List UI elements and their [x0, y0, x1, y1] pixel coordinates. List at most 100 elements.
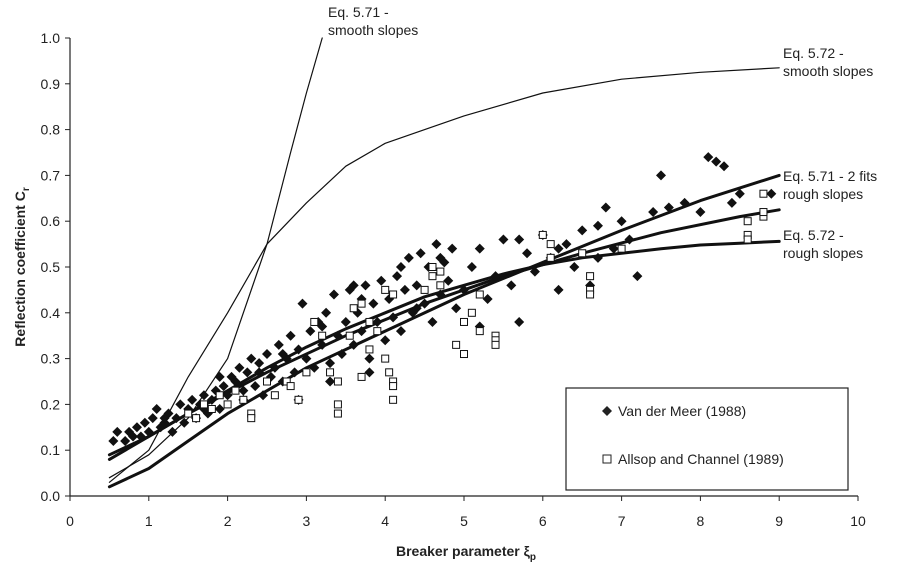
- point-van-der-meer: [230, 376, 241, 387]
- annotation-eq571-rough-line1: Eq. 5.71 - 2 fits: [783, 168, 877, 184]
- point-van-der-meer: [305, 326, 316, 337]
- point-van-der-meer: [364, 353, 375, 364]
- x-tick-label: 0: [66, 513, 74, 529]
- annotation-eq571-smooth-line1: Eq. 5.71 -: [328, 4, 389, 20]
- legend-label-allsop: Allsop and Channel (1989): [618, 451, 784, 467]
- point-allsop-channel: [333, 377, 342, 386]
- point-allsop-channel: [318, 331, 327, 340]
- point-allsop-channel: [333, 400, 342, 409]
- point-allsop-channel: [223, 400, 232, 409]
- point-van-der-meer: [206, 394, 217, 405]
- point-van-der-meer: [293, 344, 304, 355]
- point-van-der-meer: [332, 330, 343, 341]
- point-allsop-channel: [192, 414, 201, 423]
- point-van-der-meer: [663, 202, 674, 213]
- point-allsop-channel: [381, 354, 390, 363]
- point-allsop-channel: [428, 263, 437, 271]
- point-van-der-meer: [325, 358, 336, 369]
- point-van-der-meer: [171, 413, 182, 424]
- point-allsop-channel: [538, 230, 547, 239]
- annotation-eq572-smooth-line1: Eq. 5.72 -: [783, 45, 844, 61]
- point-allsop-channel: [247, 414, 256, 423]
- point-van-der-meer: [695, 207, 706, 218]
- x-tick-label: 6: [539, 513, 547, 529]
- point-allsop-channel: [389, 395, 398, 404]
- point-van-der-meer: [388, 312, 399, 323]
- point-van-der-meer: [262, 349, 272, 360]
- point-allsop-channel: [270, 391, 279, 400]
- point-van-der-meer: [151, 403, 162, 414]
- point-allsop-channel: [381, 285, 390, 294]
- y-tick-label: 0.7: [41, 167, 61, 183]
- point-van-der-meer: [459, 284, 469, 295]
- point-van-der-meer: [399, 284, 410, 295]
- point-van-der-meer: [577, 225, 588, 236]
- point-van-der-meer: [553, 243, 564, 254]
- y-axis-title: Reflection coefficient Cr: [12, 187, 32, 347]
- point-van-der-meer: [766, 188, 777, 199]
- point-allsop-channel: [207, 404, 216, 413]
- x-tick-label: 9: [775, 513, 783, 529]
- point-van-der-meer: [131, 422, 142, 433]
- point-van-der-meer: [234, 362, 245, 373]
- point-allsop-channel: [460, 350, 468, 359]
- point-allsop-channel: [475, 327, 484, 336]
- point-allsop-channel: [389, 382, 398, 391]
- point-van-der-meer: [443, 275, 454, 286]
- legend-label-van-der-meer: Van der Meer (1988): [618, 403, 746, 419]
- point-van-der-meer: [340, 316, 351, 327]
- point-allsop-channel: [467, 308, 476, 317]
- point-van-der-meer: [246, 353, 257, 364]
- annotation-eq571-rough-line2: rough slopes: [783, 186, 863, 202]
- point-van-der-meer: [348, 280, 359, 291]
- data-points: [108, 152, 777, 447]
- y-tick-label: 0.8: [41, 122, 61, 138]
- point-allsop-channel: [302, 368, 311, 377]
- point-allsop-channel: [231, 386, 240, 395]
- point-van-der-meer: [198, 390, 209, 401]
- point-allsop-channel: [743, 235, 752, 244]
- point-van-der-meer: [147, 413, 158, 424]
- y-tick-label: 0.2: [41, 396, 61, 412]
- point-van-der-meer: [364, 367, 375, 378]
- point-van-der-meer: [372, 316, 383, 327]
- point-van-der-meer: [214, 371, 225, 382]
- point-van-der-meer: [254, 358, 265, 369]
- point-allsop-channel: [326, 368, 335, 377]
- point-van-der-meer: [734, 188, 745, 199]
- point-van-der-meer: [376, 275, 387, 286]
- point-allsop-channel: [546, 253, 555, 262]
- annotation-eq571-smooth-line2: smooth slopes: [328, 22, 418, 38]
- point-van-der-meer: [309, 362, 320, 373]
- point-van-der-meer: [411, 280, 422, 291]
- point-van-der-meer: [395, 326, 406, 337]
- point-van-der-meer: [143, 426, 154, 437]
- point-van-der-meer: [250, 381, 261, 392]
- point-van-der-meer: [120, 436, 131, 447]
- point-allsop-channel: [586, 272, 595, 281]
- point-van-der-meer: [679, 197, 690, 208]
- point-van-der-meer: [529, 266, 540, 277]
- point-van-der-meer: [466, 262, 477, 272]
- point-van-der-meer: [135, 431, 146, 442]
- curve-eq-5-72-smooth-slopes: [108, 67, 780, 483]
- point-van-der-meer: [325, 376, 336, 387]
- y-tick-label: 0.9: [41, 76, 61, 92]
- point-allsop-channel: [428, 272, 437, 281]
- point-van-der-meer: [711, 156, 722, 167]
- point-allsop-channel: [743, 217, 752, 226]
- point-van-der-meer: [435, 252, 446, 263]
- point-allsop-channel: [759, 189, 768, 198]
- point-van-der-meer: [167, 426, 178, 437]
- point-allsop-channel: [365, 317, 374, 326]
- x-tick-label: 7: [618, 513, 626, 529]
- point-allsop-channel: [452, 340, 461, 349]
- point-van-der-meer: [273, 339, 284, 350]
- annotation-eq572-rough-line2: rough slopes: [783, 245, 863, 261]
- point-allsop-channel: [239, 395, 248, 404]
- point-van-der-meer: [297, 298, 308, 309]
- point-van-der-meer: [608, 243, 619, 254]
- point-van-der-meer: [392, 271, 403, 282]
- curve-eq-5-71-rough-slopes-fit-2: [107, 173, 781, 489]
